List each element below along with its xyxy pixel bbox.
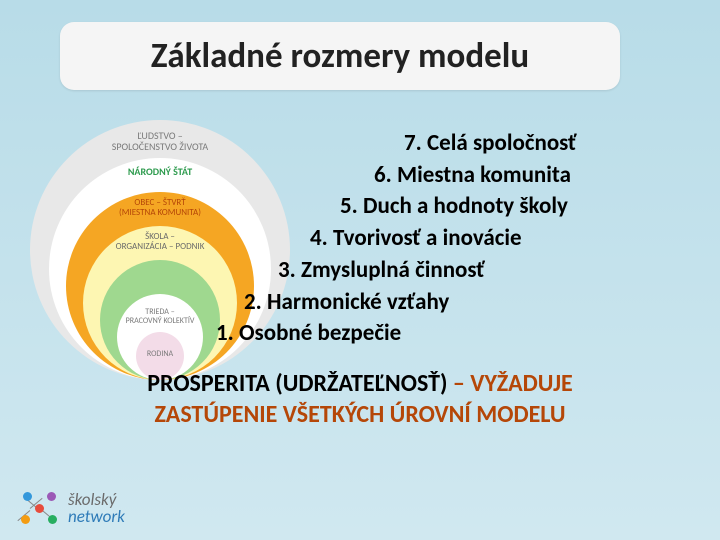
footer-sep: – <box>453 369 470 398</box>
level-4: 4. Tvorivosť a inovácie <box>0 223 720 255</box>
logo: školský network <box>18 490 125 526</box>
page-title: Základné rozmery modelu <box>151 35 529 77</box>
footer-line2: ZASTÚPENIE VŠETKÝCH ÚROVNÍ MODELU <box>0 399 720 430</box>
level-1: 1. Osobné bezpečie <box>0 318 720 350</box>
network-icon <box>18 490 60 526</box>
level-7: 7. Celá spoločnosť <box>0 128 720 160</box>
footer-part2: VYŽADUJE <box>470 369 572 398</box>
logo-text: školský network <box>68 491 125 525</box>
level-2: 2. Harmonické vzťahy <box>0 287 720 319</box>
footer-part1: PROSPERITA (UDRŽATEĽNOSŤ) <box>147 369 453 398</box>
ring-1-label: RODINA <box>136 350 184 359</box>
logo-bottom: network <box>68 508 125 525</box>
footer-statement: PROSPERITA (UDRŽATEĽNOSŤ) – VYŽADUJE ZAS… <box>0 368 720 430</box>
level-3: 3. Zmysluplná činnosť <box>0 255 720 287</box>
levels-list: 7. Celá spoločnosť 6. Miestna komunita 5… <box>0 128 720 350</box>
level-5: 5. Duch a hodnoty školy <box>0 191 720 223</box>
level-6: 6. Miestna komunita <box>0 160 720 192</box>
title-box: Základné rozmery modelu <box>60 22 620 90</box>
